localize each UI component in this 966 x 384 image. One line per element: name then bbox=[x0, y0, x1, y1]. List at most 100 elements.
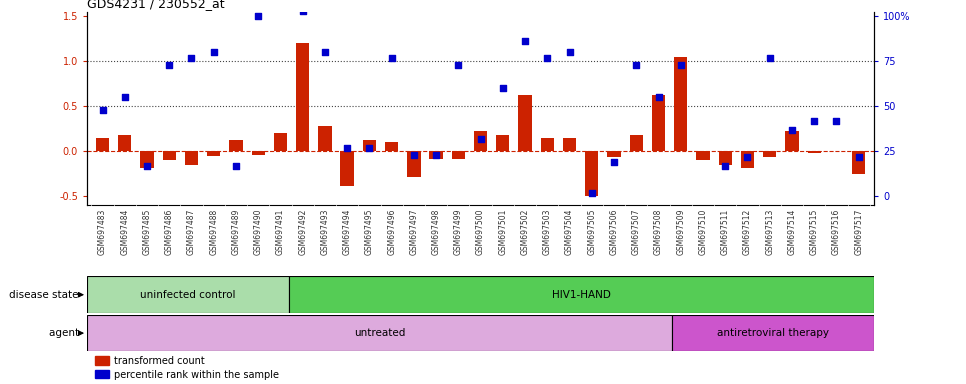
Text: GSM697490: GSM697490 bbox=[254, 209, 263, 255]
Bar bbox=[763, 151, 777, 157]
Point bbox=[784, 127, 800, 133]
Point bbox=[206, 49, 221, 55]
Bar bbox=[652, 95, 666, 151]
Text: GSM697487: GSM697487 bbox=[187, 209, 196, 255]
Bar bbox=[785, 131, 799, 151]
Point bbox=[562, 49, 578, 55]
Point bbox=[317, 49, 332, 55]
Point bbox=[829, 118, 844, 124]
Text: GSM697495: GSM697495 bbox=[365, 209, 374, 255]
Bar bbox=[719, 151, 732, 165]
Bar bbox=[87, 276, 290, 313]
Bar bbox=[408, 151, 420, 177]
Point bbox=[651, 94, 667, 100]
Point bbox=[696, 0, 711, 3]
Text: GSM697509: GSM697509 bbox=[676, 209, 685, 255]
Point bbox=[740, 154, 755, 160]
Text: GSM697516: GSM697516 bbox=[832, 209, 841, 255]
Bar bbox=[273, 133, 287, 151]
Text: GSM697486: GSM697486 bbox=[165, 209, 174, 255]
Point bbox=[762, 55, 778, 61]
Bar bbox=[671, 315, 874, 351]
Point bbox=[384, 55, 399, 61]
Text: uninfected control: uninfected control bbox=[140, 290, 236, 300]
Point bbox=[496, 85, 511, 91]
Text: GSM697501: GSM697501 bbox=[498, 209, 507, 255]
Text: GSM697491: GSM697491 bbox=[276, 209, 285, 255]
Bar bbox=[290, 276, 874, 313]
Bar bbox=[452, 151, 465, 159]
Text: GSM697489: GSM697489 bbox=[232, 209, 241, 255]
Text: GDS4231 / 230552_at: GDS4231 / 230552_at bbox=[87, 0, 224, 10]
Bar bbox=[96, 138, 109, 151]
Bar bbox=[118, 135, 131, 151]
Text: GSM697492: GSM697492 bbox=[298, 209, 307, 255]
Point bbox=[518, 38, 533, 45]
Bar bbox=[362, 140, 376, 151]
Text: GSM697515: GSM697515 bbox=[810, 209, 818, 255]
Bar bbox=[696, 151, 710, 161]
Text: GSM697498: GSM697498 bbox=[432, 209, 440, 255]
Text: percentile rank within the sample: percentile rank within the sample bbox=[115, 370, 279, 380]
Point bbox=[184, 55, 199, 61]
Text: GSM697500: GSM697500 bbox=[476, 209, 485, 255]
Text: GSM697514: GSM697514 bbox=[787, 209, 796, 255]
Text: GSM697499: GSM697499 bbox=[454, 209, 463, 255]
Text: GSM697497: GSM697497 bbox=[410, 209, 418, 255]
Point bbox=[473, 136, 488, 142]
Point bbox=[607, 159, 622, 165]
Point bbox=[807, 118, 822, 124]
Text: GSM697493: GSM697493 bbox=[321, 209, 329, 255]
Text: GSM697505: GSM697505 bbox=[587, 209, 596, 255]
Point bbox=[228, 163, 243, 169]
Bar bbox=[808, 151, 821, 153]
Point bbox=[139, 163, 155, 169]
Bar bbox=[229, 140, 242, 151]
Text: GSM697488: GSM697488 bbox=[210, 209, 218, 255]
Text: GSM697504: GSM697504 bbox=[565, 209, 574, 255]
Text: HIV1-HAND: HIV1-HAND bbox=[553, 290, 611, 300]
Text: agent: agent bbox=[48, 328, 82, 338]
Point bbox=[250, 13, 266, 19]
Bar bbox=[87, 315, 671, 351]
Text: GSM697517: GSM697517 bbox=[854, 209, 864, 255]
Bar bbox=[95, 356, 109, 365]
Point bbox=[629, 62, 644, 68]
Text: GSM697484: GSM697484 bbox=[120, 209, 129, 255]
Bar bbox=[563, 138, 576, 151]
Point bbox=[339, 145, 355, 151]
Bar bbox=[251, 151, 265, 155]
Bar bbox=[185, 151, 198, 165]
Text: GSM697510: GSM697510 bbox=[698, 209, 707, 255]
Point bbox=[406, 152, 421, 158]
Bar bbox=[585, 151, 599, 197]
Bar bbox=[608, 151, 621, 157]
Point bbox=[95, 107, 110, 113]
Point bbox=[851, 154, 867, 160]
Text: antiretroviral therapy: antiretroviral therapy bbox=[717, 328, 829, 338]
Text: GSM697511: GSM697511 bbox=[721, 209, 729, 255]
Text: GSM697512: GSM697512 bbox=[743, 209, 752, 255]
Text: untreated: untreated bbox=[354, 328, 405, 338]
Bar bbox=[741, 151, 754, 167]
Text: disease state: disease state bbox=[10, 290, 82, 300]
Text: GSM697494: GSM697494 bbox=[343, 209, 352, 255]
Bar bbox=[296, 43, 309, 151]
Bar bbox=[541, 138, 554, 151]
Text: GSM697496: GSM697496 bbox=[387, 209, 396, 255]
Bar bbox=[340, 151, 354, 185]
Point bbox=[540, 55, 555, 61]
Text: GSM697508: GSM697508 bbox=[654, 209, 663, 255]
Text: GSM697506: GSM697506 bbox=[610, 209, 618, 255]
Text: GSM697502: GSM697502 bbox=[521, 209, 529, 255]
Text: GSM697513: GSM697513 bbox=[765, 209, 774, 255]
Bar bbox=[430, 151, 442, 159]
Point bbox=[428, 152, 443, 158]
Bar bbox=[95, 370, 109, 379]
Text: GSM697507: GSM697507 bbox=[632, 209, 640, 255]
Bar bbox=[519, 95, 531, 151]
Text: transformed count: transformed count bbox=[115, 356, 205, 366]
Text: GSM697483: GSM697483 bbox=[98, 209, 107, 255]
Bar bbox=[318, 126, 331, 151]
Bar bbox=[497, 135, 509, 151]
